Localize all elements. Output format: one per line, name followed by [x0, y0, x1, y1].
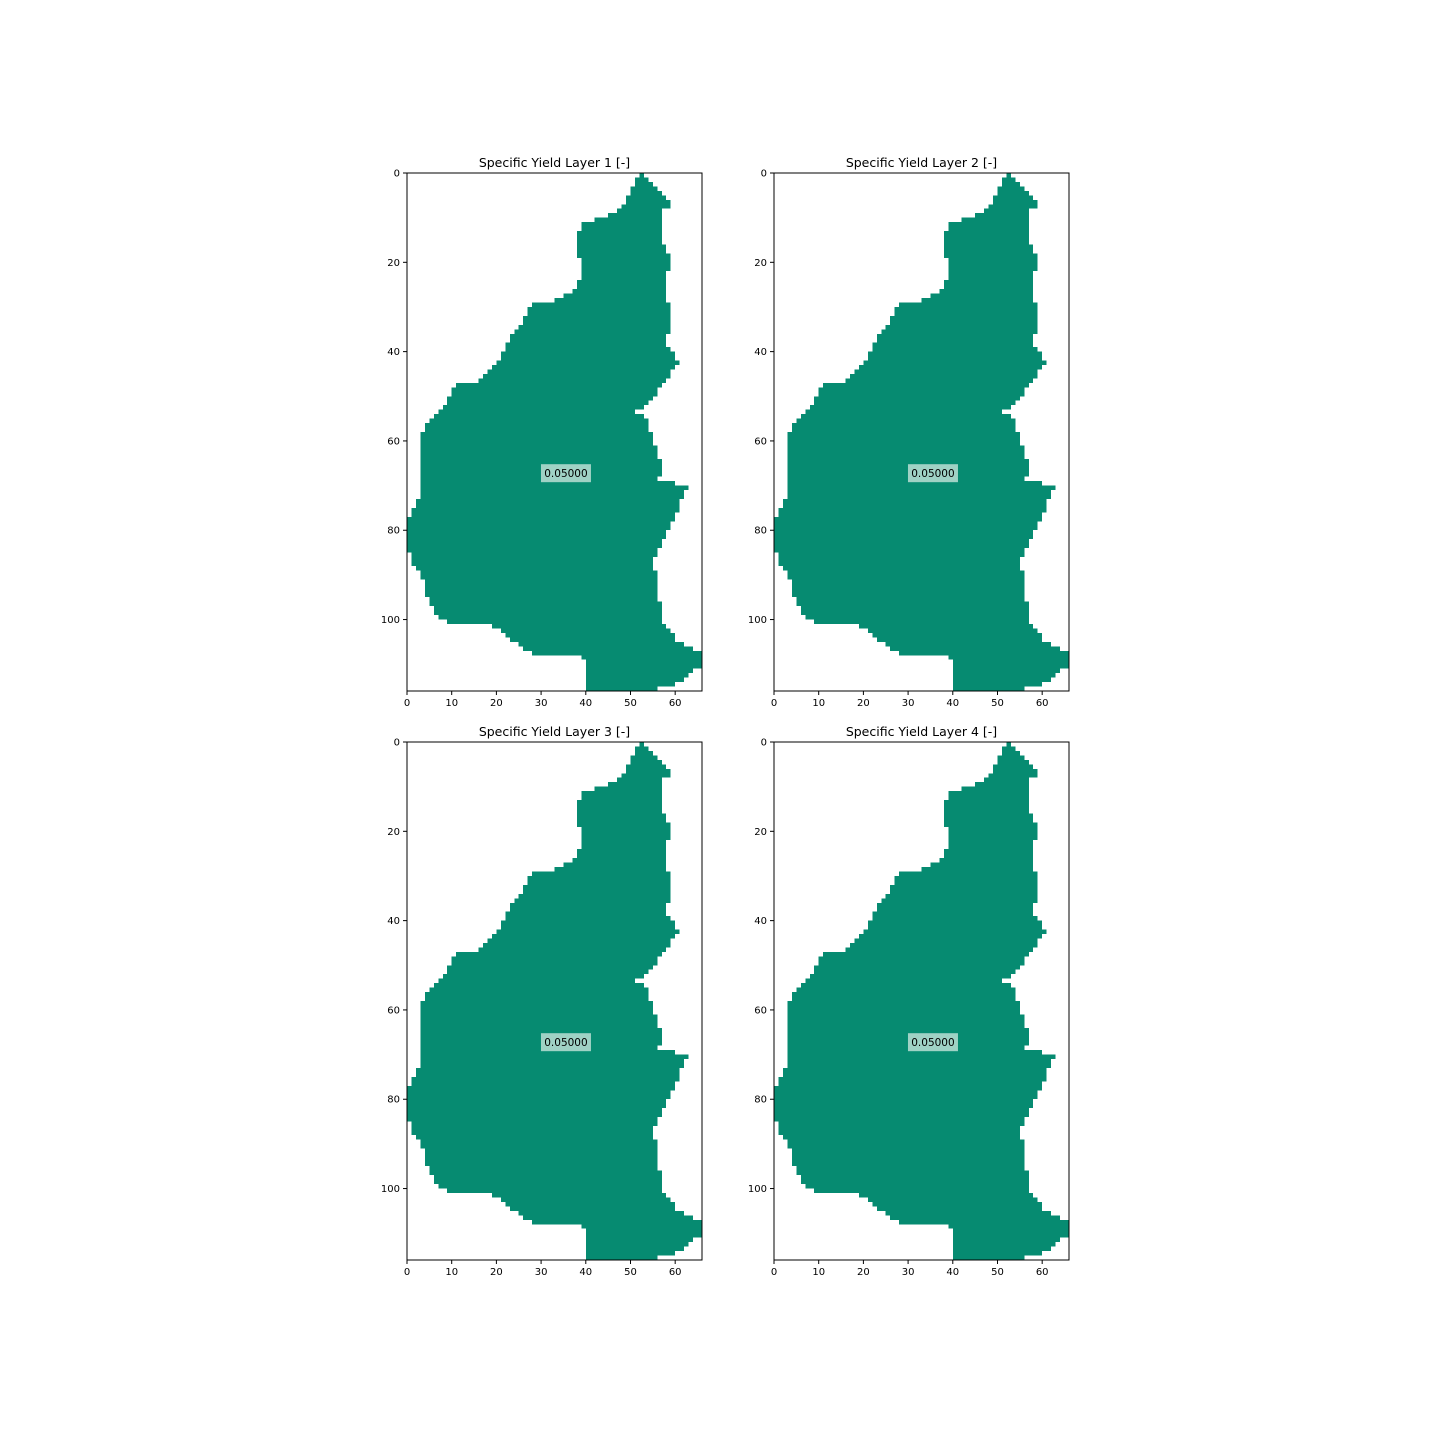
value-label: 0.05000	[911, 1037, 954, 1049]
domain-cells	[407, 742, 702, 1260]
y-axis: 0 20 40 60 80 100	[381, 738, 407, 1195]
x-tick-label: 40	[579, 698, 592, 709]
value-label-box	[907, 1033, 958, 1052]
x-tick-label: 30	[535, 1267, 548, 1278]
y-tick-label: 20	[387, 258, 400, 269]
domain-cells	[774, 742, 1069, 1260]
panel-layer-2: Specific Yield Layer 2 [-] 0 10 20 30 40 50 60…	[748, 155, 1070, 709]
x-tick-label: 50	[624, 1267, 637, 1278]
y-tick-label: 0	[761, 169, 767, 180]
x-tick-label: 20	[857, 698, 870, 709]
panel-title: Specific Yield Layer 1 [-]	[479, 155, 630, 170]
y-tick-label: 40	[387, 916, 400, 927]
x-tick-label: 20	[490, 698, 503, 709]
y-tick-label: 20	[387, 827, 400, 838]
y-tick-label: 40	[754, 347, 767, 358]
x-tick-label: 0	[771, 698, 777, 709]
value-label-box	[907, 464, 958, 483]
x-tick-label: 60	[1036, 698, 1049, 709]
y-tick-label: 80	[387, 1095, 400, 1106]
panel-layer-3: Specific Yield Layer 3 [-] 0 10 20 30 40 50 60…	[381, 724, 703, 1278]
y-tick-label: 40	[387, 347, 400, 358]
y-tick-label: 0	[394, 738, 400, 749]
y-tick-label: 60	[387, 1005, 400, 1016]
x-tick-label: 60	[669, 698, 682, 709]
x-tick-label: 40	[946, 698, 959, 709]
x-tick-label: 50	[624, 698, 637, 709]
y-tick-label: 60	[754, 1005, 767, 1016]
panel-layer-4: Specific Yield Layer 4 [-] 0 10 20 30 40 50 60…	[748, 724, 1070, 1278]
panel-title: Specific Yield Layer 4 [-]	[846, 724, 997, 739]
value-annotation: 0.05000	[907, 1033, 958, 1052]
x-tick-label: 30	[535, 698, 548, 709]
plot-area	[407, 742, 702, 1260]
x-tick-label: 10	[445, 698, 458, 709]
domain-cells	[407, 173, 702, 691]
value-annotation: 0.05000	[540, 464, 591, 483]
panel-title: Specific Yield Layer 2 [-]	[846, 155, 997, 170]
x-axis: 0 10 20 30 40 50 60	[771, 1260, 1049, 1278]
y-tick-label: 20	[754, 258, 767, 269]
y-tick-label: 0	[394, 169, 400, 180]
value-label: 0.05000	[544, 1037, 587, 1049]
plot-area	[774, 742, 1069, 1260]
y-tick-label: 20	[754, 827, 767, 838]
x-tick-label: 0	[404, 1267, 410, 1278]
x-tick-label: 50	[991, 698, 1004, 709]
domain-cells	[774, 173, 1069, 691]
y-tick-label: 0	[761, 738, 767, 749]
x-tick-label: 30	[902, 698, 915, 709]
plot-area	[774, 173, 1069, 691]
y-tick-label: 80	[754, 526, 767, 537]
y-tick-label: 60	[754, 436, 767, 447]
panel-layer-1: Specific Yield Layer 1 [-] 0 10 20 30 40 50 60…	[381, 155, 703, 709]
axes-frame	[406, 172, 703, 692]
y-tick-label: 80	[754, 1095, 767, 1106]
y-tick-label: 100	[381, 1184, 400, 1195]
x-tick-label: 10	[445, 1267, 458, 1278]
x-tick-label: 30	[902, 1267, 915, 1278]
x-tick-label: 40	[579, 1267, 592, 1278]
value-label: 0.05000	[911, 468, 954, 480]
y-axis: 0 20 40 60 80 100	[381, 169, 407, 626]
panel-title: Specific Yield Layer 3 [-]	[479, 724, 630, 739]
x-tick-label: 10	[812, 698, 825, 709]
x-tick-label: 60	[1036, 1267, 1049, 1278]
x-tick-label: 60	[669, 1267, 682, 1278]
y-tick-label: 100	[748, 1184, 767, 1195]
value-annotation: 0.05000	[540, 1033, 591, 1052]
value-annotation: 0.05000	[907, 464, 958, 483]
y-axis: 0 20 40 60 80 100	[748, 738, 774, 1195]
plot-area	[407, 173, 702, 691]
x-tick-label: 10	[812, 1267, 825, 1278]
y-tick-label: 60	[387, 436, 400, 447]
x-tick-label: 0	[771, 1267, 777, 1278]
x-tick-label: 20	[490, 1267, 503, 1278]
y-tick-label: 40	[754, 916, 767, 927]
value-label-box	[540, 464, 591, 483]
x-axis: 0 10 20 30 40 50 60	[404, 691, 682, 709]
y-tick-label: 100	[748, 615, 767, 626]
x-axis: 0 10 20 30 40 50 60	[404, 1260, 682, 1278]
y-tick-label: 80	[387, 526, 400, 537]
y-axis: 0 20 40 60 80 100	[748, 169, 774, 626]
axes-frame	[406, 741, 703, 1261]
value-label: 0.05000	[544, 468, 587, 480]
x-axis: 0 10 20 30 40 50 60	[771, 691, 1049, 709]
x-tick-label: 0	[404, 698, 410, 709]
value-label-box	[540, 1033, 591, 1052]
y-tick-label: 100	[381, 615, 400, 626]
x-tick-label: 50	[991, 1267, 1004, 1278]
x-tick-label: 40	[946, 1267, 959, 1278]
x-tick-label: 20	[857, 1267, 870, 1278]
axes-frame	[773, 741, 1070, 1261]
axes-frame	[773, 172, 1070, 692]
